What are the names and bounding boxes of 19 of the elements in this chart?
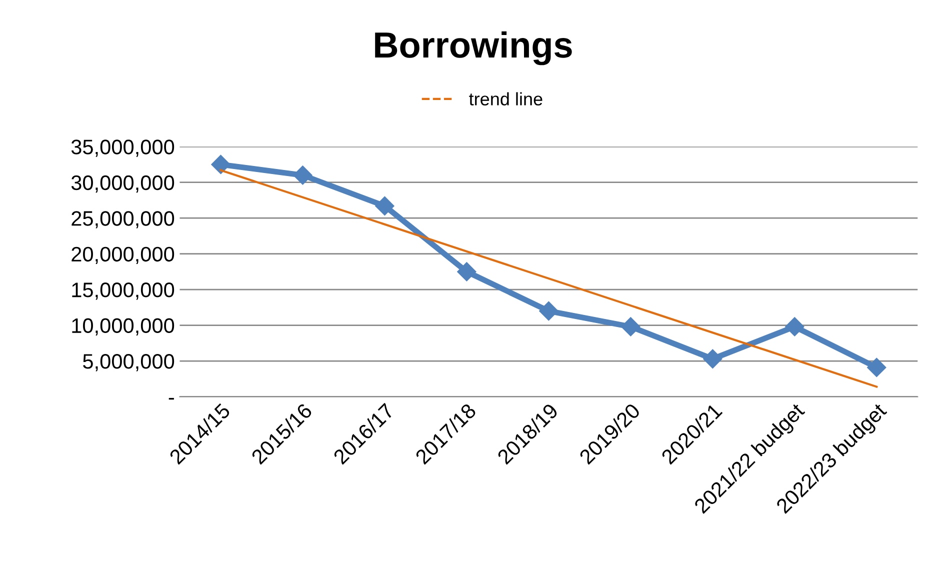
y-tick-label: 35,000,000: [71, 140, 174, 157]
point: [293, 166, 312, 185]
y-tick-label: 30,000,000: [71, 175, 174, 193]
y-tick-label: 5,000,000: [83, 354, 174, 372]
y-tick-label: 15,000,000: [72, 282, 174, 300]
y-tick-label: 20,000,000: [72, 246, 174, 264]
point: [785, 317, 804, 336]
point: [211, 154, 230, 174]
legend-label: trend line: [469, 92, 542, 106]
point: [457, 262, 476, 282]
point: [703, 349, 722, 368]
y-tick-label: -: [168, 398, 174, 400]
point: [539, 301, 558, 321]
point: [867, 358, 886, 377]
point: [621, 317, 640, 336]
y-tick-label: 10,000,000: [72, 318, 174, 336]
point: [375, 196, 394, 216]
chart-title: Borrowings: [375, 31, 572, 66]
y-tick-label: 25,000,000: [72, 211, 174, 228]
